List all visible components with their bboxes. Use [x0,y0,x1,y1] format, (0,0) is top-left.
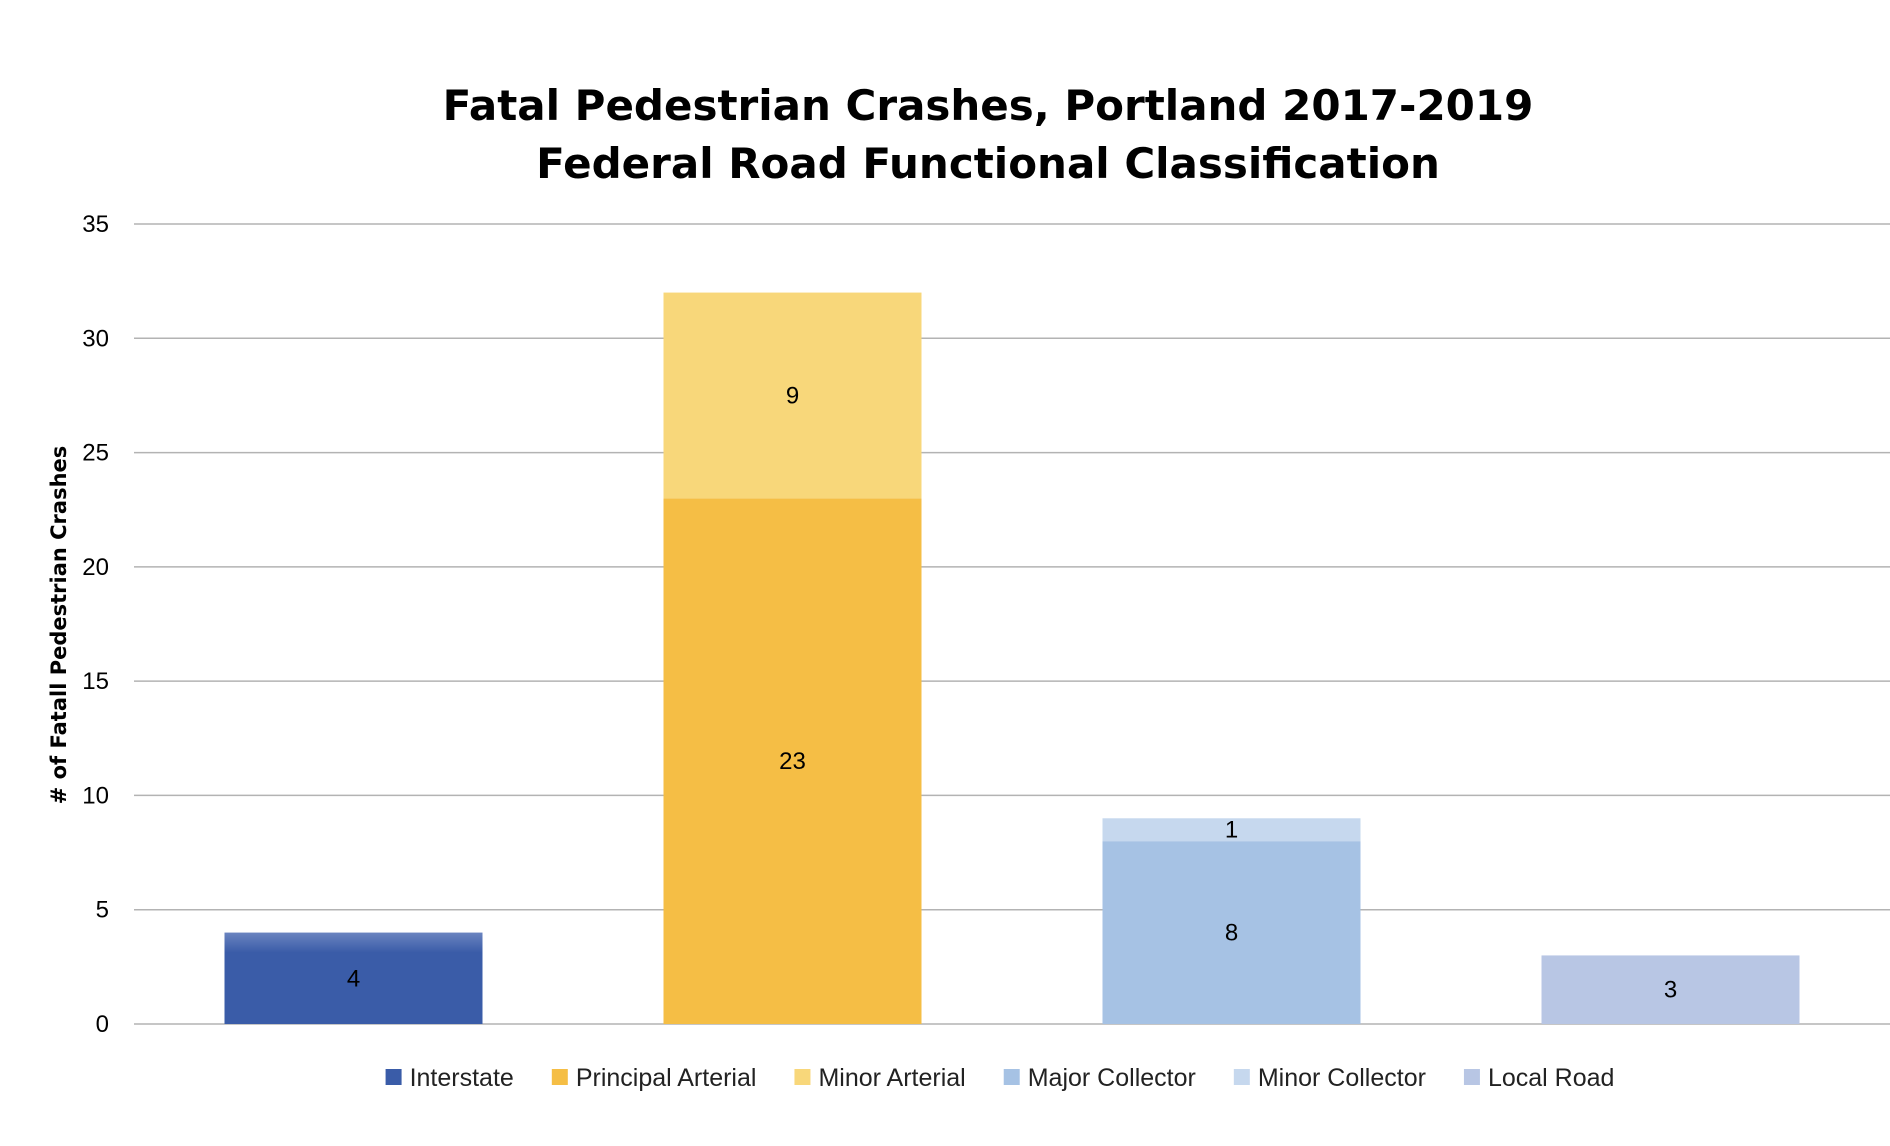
bar-minor-arterial [663,292,922,499]
legend-item-principal-arterial: Principal Arterial [551,1064,757,1092]
legend-swatch [1003,1069,1020,1085]
legend-item-minor-collector: Minor Collector [1233,1064,1426,1092]
chart-title: Fatal Pedestrian Crashes, Portland 2017-… [443,81,1534,130]
bar-interstate [224,932,483,1024]
bar-local-road [1541,955,1800,1024]
legend-label: Principal Arterial [576,1064,757,1092]
y-tick-label: 15 [82,668,109,695]
gridlines [134,223,1890,1025]
legend-item-interstate: Interstate [385,1064,514,1092]
legend-label: Major Collector [1028,1064,1196,1092]
legend-swatch [794,1069,811,1085]
legend-swatch [1463,1069,1480,1085]
legend-label: Minor Arterial [818,1064,965,1092]
legend-item-minor-arterial: Minor Arterial [794,1064,966,1092]
y-axis-ticks: 0 5 10 15 20 25 30 35 [82,211,109,1038]
data-labels: 4 23 9 8 1 3 [347,382,1677,1003]
y-tick-label: 5 [96,897,109,924]
bar-major-collector [1102,841,1361,1024]
data-label-local-road: 3 [1664,977,1677,1004]
legend-label: Interstate [410,1064,514,1092]
y-tick-label: 30 [82,325,109,352]
data-label-principal-arterial: 23 [779,748,806,775]
y-tick-label: 25 [82,440,109,467]
legend-label: Minor Collector [1258,1064,1426,1092]
y-tick-label: 35 [82,211,109,238]
legend-label: Local Road [1488,1064,1614,1092]
bar-minor-collector [1102,818,1361,842]
data-label-interstate: 4 [347,965,360,992]
legend-swatch [385,1069,402,1085]
data-label-major-collector: 8 [1225,920,1238,947]
bar-principal-arterial [663,498,922,1024]
data-label-minor-arterial: 9 [786,382,799,409]
chart-subtitle: Federal Road Functional Classification [536,139,1440,188]
data-label-minor-collector: 1 [1225,817,1238,844]
y-axis-label: # of Fatall Pedestrian Crashes [47,446,71,805]
y-tick-label: 20 [82,554,109,581]
legend: Interstate Principal Arterial Minor Arteri… [385,1064,1614,1092]
y-tick-label: 0 [96,1011,109,1038]
legend-item-local-road: Local Road [1463,1064,1614,1092]
y-tick-label: 10 [82,782,109,809]
bars [224,292,1800,1024]
legend-item-major-collector: Major Collector [1003,1064,1196,1092]
legend-swatch [1233,1069,1250,1085]
legend-swatch [551,1069,568,1085]
